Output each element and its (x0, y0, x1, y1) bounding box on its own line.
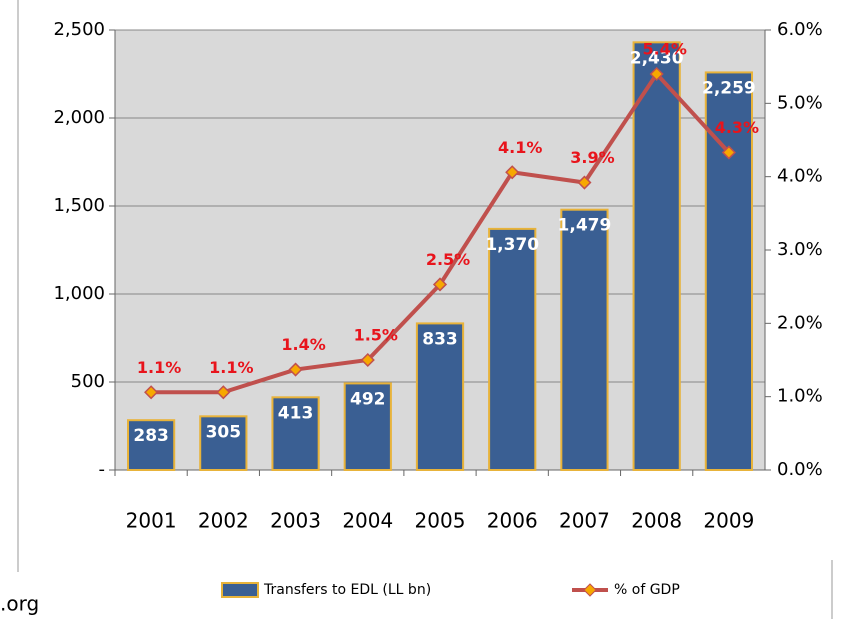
bar-value-label: 833 (422, 329, 458, 349)
line-marker (144, 385, 159, 400)
bar (199, 415, 248, 472)
legend-swatch (221, 582, 259, 598)
line-marker (432, 277, 448, 292)
bar-value-label: 413 (278, 403, 314, 423)
x-tick-label: 2001 (126, 509, 177, 533)
line-marker (577, 175, 592, 190)
bar-value-label: 1,370 (485, 235, 539, 255)
bar-value-label: 305 (206, 422, 242, 442)
line-value-label: 2.5% (426, 250, 470, 269)
line-value-label: 3.9% (570, 148, 614, 167)
y2-tick-label: 4.0% (777, 166, 823, 187)
y-tick-label: 1,500 (53, 195, 105, 216)
y2-tick-label: 3.0% (777, 239, 823, 260)
bar-value-label: 492 (350, 389, 386, 409)
x-tick-label: 2003 (270, 509, 321, 533)
footer-text: .org (0, 592, 39, 616)
bar (343, 382, 392, 471)
line-marker (216, 385, 231, 400)
bar-value-label: 2,259 (702, 78, 756, 98)
bar-value-label: 283 (133, 426, 169, 446)
line-value-label: 1.4% (281, 335, 325, 354)
y2-tick-label: 5.0% (777, 92, 823, 113)
y-tick-label: 1,000 (53, 283, 105, 304)
line-value-label: 1.1% (209, 358, 253, 377)
legend-marker (583, 583, 597, 597)
y2-tick-label: 0.0% (777, 459, 823, 480)
line-marker (288, 362, 303, 377)
y-tick-label: 2,500 (53, 19, 105, 40)
line-marker (721, 145, 736, 160)
y2-tick-label: 6.0% (777, 19, 823, 40)
line-value-label: 1.1% (137, 358, 181, 377)
x-tick-label: 2007 (559, 509, 610, 533)
y-tick-label: 500 (71, 371, 105, 392)
line-value-label: 4.3% (715, 118, 759, 137)
legend-label: % of GDP (614, 582, 680, 598)
bar (560, 208, 609, 471)
y2-tick-label: 1.0% (777, 386, 823, 407)
bar (632, 41, 681, 471)
bar (127, 419, 176, 471)
bar (415, 322, 465, 471)
y-tick-label: - (99, 459, 106, 480)
legend-label: Transfers to EDL (LL bn) (263, 582, 431, 598)
x-tick-label: 2005 (415, 509, 466, 533)
bar (271, 396, 320, 472)
x-tick-label: 2004 (342, 509, 393, 533)
y2-tick-label: 2.0% (777, 312, 823, 333)
x-tick-label: 2006 (487, 509, 538, 533)
line-marker (505, 165, 520, 180)
line-value-label: 1.5% (354, 326, 398, 345)
x-tick-label: 2002 (198, 509, 249, 533)
bar-value-label: 2,430 (630, 48, 684, 68)
x-tick-label: 2009 (703, 509, 754, 533)
x-tick-label: 2008 (631, 509, 682, 533)
bar-value-label: 1,479 (558, 216, 612, 236)
line-marker (360, 352, 375, 368)
bar (488, 227, 537, 471)
line-marker (649, 66, 664, 82)
line-value-label: 5.4% (642, 40, 686, 59)
line-value-label: 4.1% (498, 138, 542, 157)
y-tick-label: 2,000 (53, 107, 105, 128)
